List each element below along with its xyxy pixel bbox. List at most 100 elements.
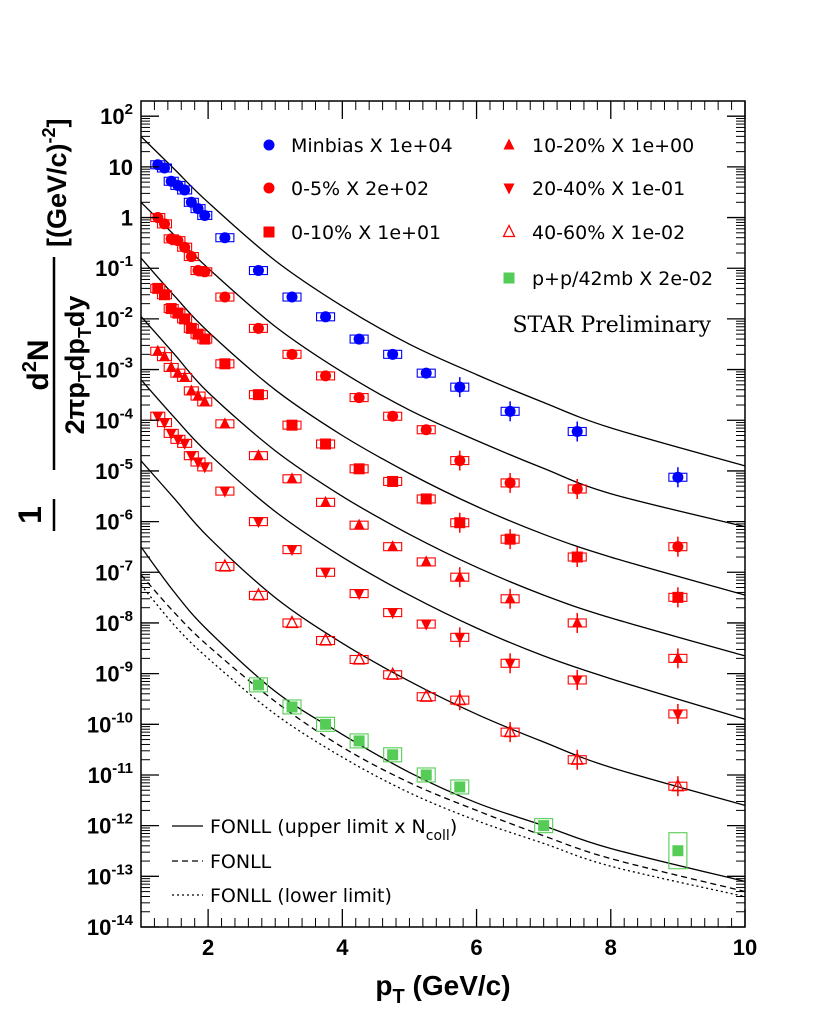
line-legend-label: FONLL (lower limit): [210, 885, 392, 907]
data-point: [353, 735, 365, 747]
data-point: [179, 184, 191, 196]
data-point: [219, 291, 231, 303]
data-point: [219, 232, 231, 244]
data-point: [185, 251, 197, 263]
legend-label: 0-10% X 1e+01: [291, 222, 441, 244]
data-point: [172, 307, 184, 319]
data-point: [286, 545, 298, 557]
fonll-curve: [140, 584, 746, 898]
data-point: [199, 266, 211, 278]
data-point: [219, 358, 231, 370]
data-point: [504, 405, 516, 417]
syst-box: [316, 635, 336, 646]
fonll-curve: [140, 257, 746, 596]
y-axis-title-frac-den: 2πpTdpTdy: [60, 296, 95, 435]
x-tick-label: 8: [605, 935, 617, 960]
data-point: [571, 483, 583, 495]
legend-label: 10-20% X 1e+00: [532, 135, 694, 157]
legend-marker: [503, 183, 515, 195]
x-axis-title-unit: (GeV/c): [413, 970, 511, 1001]
fonll-curve: [140, 201, 746, 528]
line-legend: FONLL (upper limit x Ncoll) FONLL FONLL (l…: [172, 816, 457, 907]
legend-marker: [502, 224, 516, 238]
legend-label: 40-60% X 1e-02: [532, 222, 685, 244]
data-point: [420, 424, 432, 436]
fonll-curve: [140, 379, 746, 720]
syst-box: [416, 767, 436, 783]
data-point: [503, 724, 517, 738]
syst-box: [416, 692, 436, 702]
y-tick-label: 10-11: [88, 760, 133, 788]
legend-label: 20-40% X 1e-01: [532, 178, 685, 200]
data-point: [420, 493, 432, 505]
data-point: [672, 471, 684, 483]
data-point: [504, 592, 516, 604]
data-point: [252, 517, 264, 529]
data-point: [454, 381, 466, 393]
x-axis-title-symbol: p: [375, 970, 392, 1001]
data-point: [286, 348, 298, 360]
data-point: [672, 845, 684, 857]
y-axis-title-frac-num: d2N: [19, 339, 55, 390]
data-point: [199, 462, 211, 474]
data-point: [286, 291, 298, 303]
data-point: [319, 632, 333, 646]
data-point: [219, 486, 231, 498]
x-tick-label: 10: [733, 935, 757, 960]
legend: Minbias X 1e+04 0-5% X 2e+02 0-10% X 1e+01…: [263, 135, 713, 290]
star-preliminary-annotation: STAR Preliminary: [512, 313, 711, 338]
data-point: [353, 333, 365, 345]
legend-label: 0-5% X 2e+02: [291, 178, 429, 200]
data-point: [158, 162, 170, 174]
y-tick-label: 10-6: [95, 507, 133, 535]
data-point: [219, 417, 231, 429]
data-point: [671, 778, 685, 792]
data-point: [571, 551, 583, 563]
syst-box: [248, 677, 268, 693]
data-point: [185, 451, 197, 463]
data-point: [571, 675, 583, 687]
data-point: [199, 209, 211, 221]
data-point: [252, 322, 264, 334]
data-point: [158, 289, 170, 301]
fonll-curve: [140, 574, 746, 893]
data-point: [353, 589, 365, 601]
fonll-curves: [140, 136, 746, 898]
fonll-curve: [140, 546, 746, 883]
data-point: [672, 541, 684, 553]
data-point: [320, 438, 332, 450]
data-point: [420, 619, 432, 631]
data-point: [179, 241, 191, 253]
data-point: [454, 632, 466, 644]
plot-frame: [140, 100, 746, 928]
syst-box: [668, 832, 688, 870]
y-tick-label: 10-14: [87, 912, 134, 940]
data-point: [387, 410, 399, 422]
legend-label: Minbias X 1e+04: [291, 135, 453, 157]
data-point: [172, 366, 184, 378]
data-point: [165, 303, 177, 315]
y-tick-label: 10-12: [87, 811, 133, 839]
data-point: [152, 411, 164, 423]
data-point: [420, 555, 432, 567]
data-points: [150, 159, 688, 870]
data-point: [672, 709, 684, 721]
syst-box: [316, 716, 336, 732]
data-point: [672, 591, 684, 603]
data-point: [320, 718, 332, 730]
x-tick-label: 2: [202, 935, 214, 960]
data-point: [320, 495, 332, 507]
data-point: [387, 348, 399, 360]
syst-box: [248, 590, 268, 600]
data-point: [252, 389, 264, 401]
data-point: [353, 463, 365, 475]
data-point: [185, 322, 197, 334]
data-point: [419, 688, 433, 702]
data-point: [387, 475, 399, 487]
line-legend-label: FONLL (upper limit x Ncoll): [210, 816, 457, 844]
legend-marker: [263, 182, 275, 194]
data-point: [504, 658, 516, 670]
syst-box: [282, 699, 302, 715]
syst-box: [383, 747, 403, 763]
y-tick-label: 10-9: [95, 659, 133, 687]
